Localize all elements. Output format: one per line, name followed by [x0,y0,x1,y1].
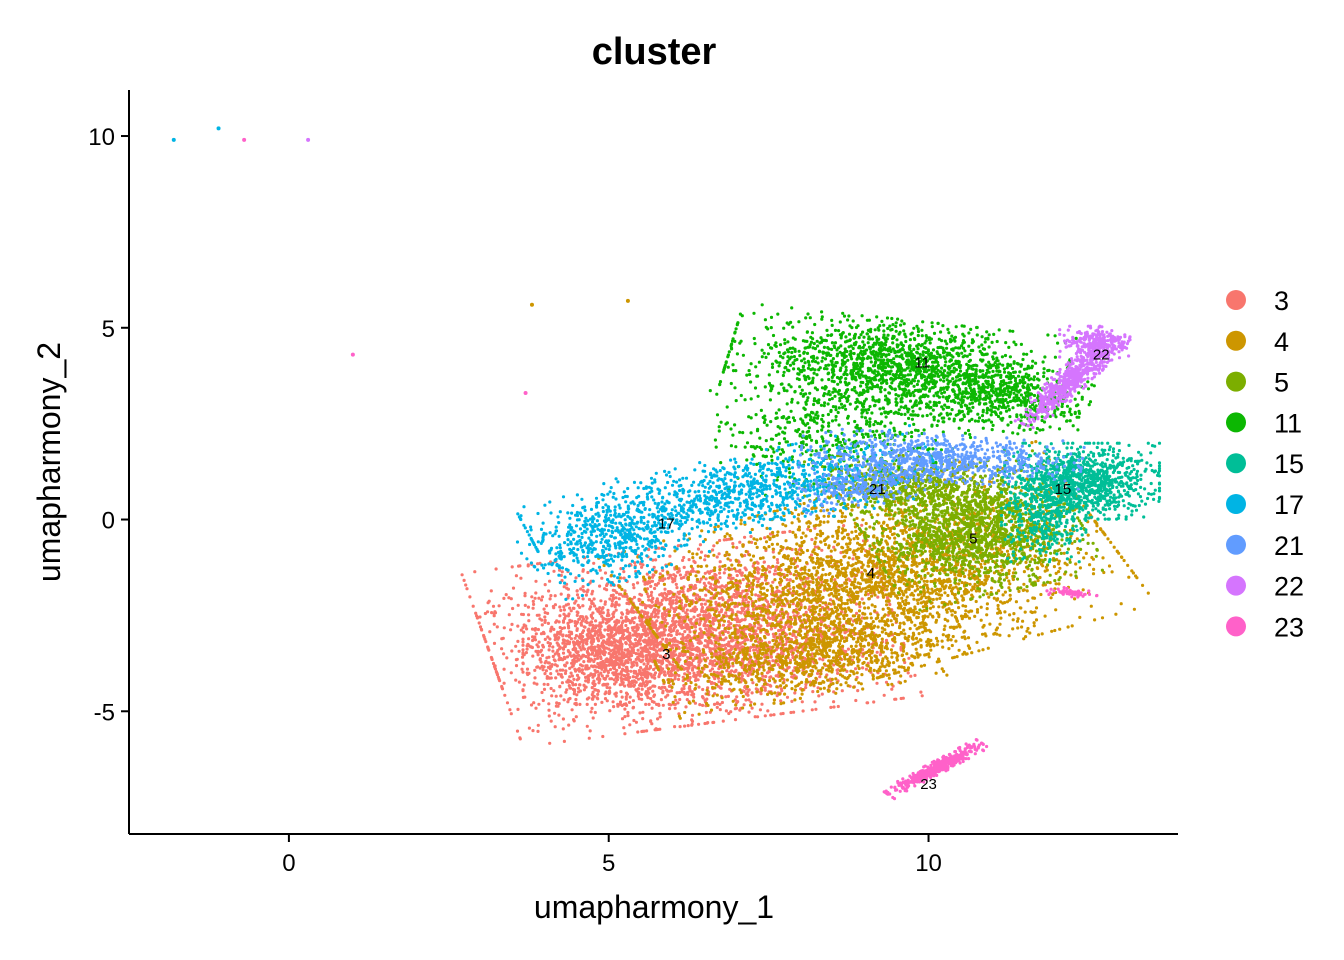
cluster-label-23: 23 [920,776,937,793]
cluster-points-11 [708,303,1096,497]
y-tick-label: 10 [88,124,115,151]
outlier-point [306,137,311,142]
cluster-points-21 [788,427,1086,516]
outlier-point [625,298,630,303]
cluster-label-3: 3 [662,646,670,663]
outlier-point [350,352,355,357]
y-tick-label: 0 [102,508,115,535]
legend-label-3: 3 [1274,286,1289,316]
legend-label-17: 17 [1274,490,1304,520]
y-tick-label: -5 [94,699,115,726]
x-ticks: 0 5 10 [282,834,942,877]
y-axis-title: umapharmony_2 [31,342,67,582]
legend-key-15 [1226,453,1246,474]
legend-key-5 [1226,371,1246,392]
x-tick-label: 10 [915,850,942,877]
x-tick-label: 5 [602,850,615,877]
cluster-label-17: 17 [658,515,675,532]
cluster-label-22: 22 [1093,347,1110,364]
legend: 3 4 5 11 15 17 21 22 23 [1226,286,1304,642]
legend-key-17 [1226,494,1246,514]
outlier-point [171,137,176,142]
legend-label-23: 23 [1274,612,1304,642]
cluster-label-4: 4 [867,565,875,582]
chart-title: cluster [592,31,717,73]
legend-key-11 [1226,412,1246,433]
legend-key-4 [1226,330,1246,351]
legend-key-3 [1226,290,1246,310]
points-layer [171,126,1162,801]
legend-key-21 [1226,534,1246,555]
y-ticks: -5 0 5 10 [88,124,129,726]
outlier-point [523,390,528,395]
cluster-label-15: 15 [1055,481,1072,498]
x-tick-label: 0 [282,850,295,877]
legend-label-15: 15 [1274,449,1304,479]
legend-label-11: 11 [1274,408,1302,438]
legend-key-22 [1226,575,1246,596]
cluster-points-23 [882,586,1099,801]
legend-label-4: 4 [1274,327,1289,357]
legend-label-22: 22 [1274,572,1304,602]
legend-label-5: 5 [1274,368,1289,398]
y-tick-label: 5 [102,316,115,343]
legend-key-23 [1226,616,1246,637]
outlier-point [216,126,221,131]
x-axis-title: umapharmony_1 [534,889,774,925]
cluster-labels: 3 4 5 11 15 17 21 22 23 [658,347,1110,794]
cluster-label-11: 11 [914,354,930,371]
outlier-point [242,137,247,142]
cluster-points-22 [1013,324,1132,430]
legend-label-21: 21 [1274,531,1304,561]
cluster-label-21: 21 [869,481,886,498]
outlier-point [529,302,534,307]
cluster-label-5: 5 [969,531,977,548]
